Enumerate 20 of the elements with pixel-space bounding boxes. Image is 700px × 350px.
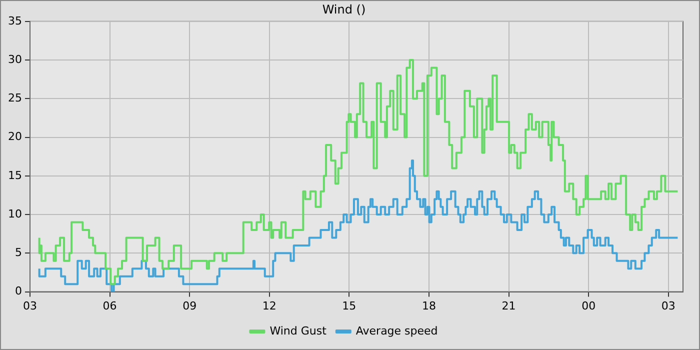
legend-label: Wind Gust xyxy=(270,324,328,338)
x-tick-label: 15 xyxy=(342,299,356,312)
y-tick-label: 0 xyxy=(14,284,22,298)
x-tick-label: 06 xyxy=(102,299,117,312)
x-tick-label: 12 xyxy=(262,299,276,312)
x-tick-label: 03 xyxy=(661,299,676,312)
y-tick-label: 35 xyxy=(8,14,22,28)
x-tick-label: 21 xyxy=(502,299,516,312)
y-tick-label: 20 xyxy=(8,130,22,144)
x-tick-label: 03 xyxy=(22,299,37,312)
y-tick-label: 30 xyxy=(8,52,22,66)
legend-label: Average speed xyxy=(356,324,438,338)
x-tick-label: 09 xyxy=(182,299,197,312)
x-tick-label: 00 xyxy=(582,299,596,312)
x-tick-label: 18 xyxy=(422,299,436,312)
y-tick-label: 15 xyxy=(8,168,22,182)
y-tick-label: 25 xyxy=(8,92,22,105)
chart-title: Wind () xyxy=(322,2,366,16)
y-tick-label: 10 xyxy=(8,207,22,220)
y-tick-label: 5 xyxy=(14,246,22,260)
